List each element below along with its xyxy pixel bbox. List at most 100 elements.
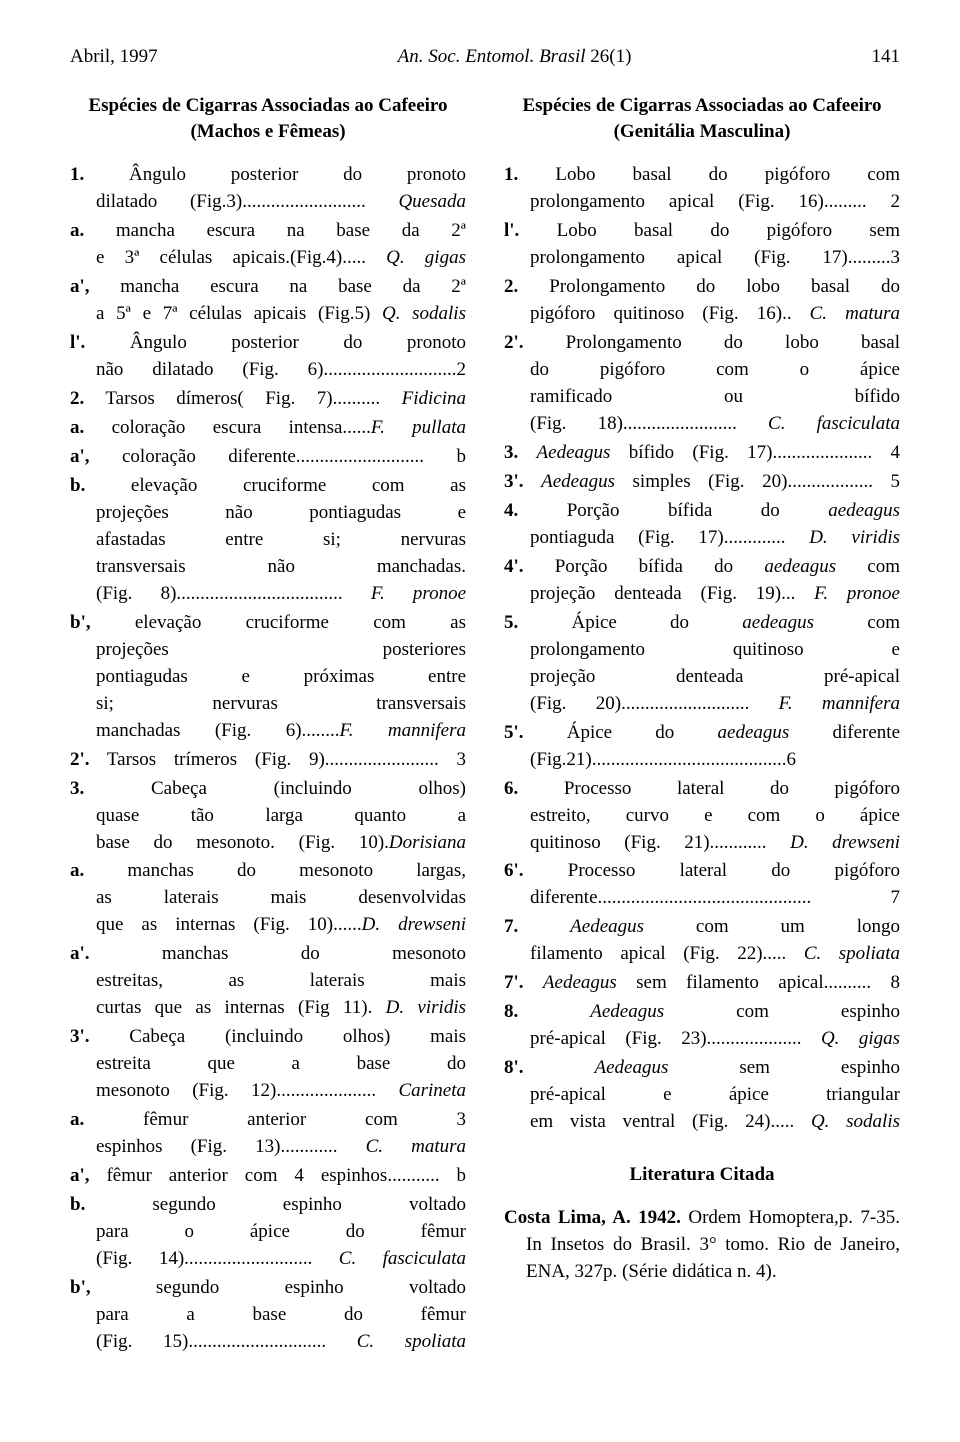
left-section-title: Espécies de Cigarras Associadas ao Cafee… <box>70 93 466 144</box>
key-entry: b. elevação cruciforme com asprojeções n… <box>70 473 466 608</box>
key-line: dilatado (Fig.3)........................… <box>70 189 466 216</box>
key-entry: 7. Aedeagus com um longofilamento apical… <box>504 914 900 968</box>
key-entry: a. manchas do mesonoto largas,as laterai… <box>70 858 466 939</box>
key-entry: 5'. Ápice do aedeagus diferente (Fig.21)… <box>504 720 900 774</box>
key-line: prolongamento quitinoso e <box>504 637 900 664</box>
key-line: afastadas entre si; nervuras <box>70 527 466 554</box>
key-entry: a. fêmur anterior com 3espinhos (Fig. 13… <box>70 1107 466 1161</box>
key-line: prolongamento apical (Fig. 17).........3 <box>504 245 900 272</box>
key-line: si; nervuras transversais <box>70 691 466 718</box>
journal-issue: 26(1) <box>586 46 632 67</box>
key-line: a 5ª e 7ª células apicais (Fig.5) Q. sod… <box>70 301 466 328</box>
key-line: b. elevação cruciforme com as <box>70 473 466 500</box>
key-line: 1. Lobo basal do pigóforo com <box>504 162 900 189</box>
key-line: b. segundo espinho voltado <box>70 1192 466 1219</box>
right-column: Espécies de Cigarras Associadas ao Cafee… <box>504 93 900 1358</box>
header-journal: An. Soc. Entomol. Brasil 26(1) <box>398 44 632 71</box>
key-entry: a. mancha escura na base da 2ªe 3ª célul… <box>70 218 466 272</box>
title-line: (Machos e Fêmeas) <box>190 121 345 142</box>
key-line: 7. Aedeagus com um longo <box>504 914 900 941</box>
key-line: a. mancha escura na base da 2ª <box>70 218 466 245</box>
key-line: a. manchas do mesonoto largas, <box>70 858 466 885</box>
key-entry: a', fêmur anterior com 4 espinhos.......… <box>70 1163 466 1190</box>
key-entry: b. segundo espinho voltadopara o ápice d… <box>70 1192 466 1273</box>
key-entry: 2. Prolongamento do lobo basal dopigófor… <box>504 274 900 328</box>
key-line: transversais não manchadas. <box>70 554 466 581</box>
key-line: (Fig. 18)........................ C. fas… <box>504 411 900 438</box>
key-line: em vista ventral (Fig. 24)..... Q. sodal… <box>504 1109 900 1136</box>
key-entry: 1. Lobo basal do pigóforo comprolongamen… <box>504 162 900 216</box>
journal-name: An. Soc. Entomol. Brasil <box>398 46 586 67</box>
key-line: base do mesonoto. (Fig. 10).Dorisiana <box>70 830 466 857</box>
key-line: 2. Prolongamento do lobo basal do <box>504 274 900 301</box>
key-entry: 2'. Tarsos trímeros (Fig. 9)............… <box>70 747 466 774</box>
key-entry: a'. manchas do mesonotoestreitas, as lat… <box>70 941 466 1022</box>
key-line: para a base do fêmur <box>70 1302 466 1329</box>
key-line: 3. Cabeça (incluindo olhos) <box>70 776 466 803</box>
reference-author: Costa Lima, A. 1942. <box>504 1207 681 1228</box>
key-line: mesonoto (Fig. 12)..................... … <box>70 1078 466 1105</box>
key-line: quase tão larga quanto a <box>70 803 466 830</box>
header-page-number: 141 <box>872 44 901 71</box>
key-entry: a', mancha escura na base da 2ªa 5ª e 7ª… <box>70 274 466 328</box>
right-key-list: 1. Lobo basal do pigóforo com prolongamen… <box>504 162 900 1136</box>
key-line: estreito, curvo e com o ápice <box>504 803 900 830</box>
key-entry: 2'. Prolongamento do lobo basaldo pigófo… <box>504 330 900 438</box>
left-column: Espécies de Cigarras Associadas ao Cafee… <box>70 93 466 1358</box>
key-line: 3'. Cabeça (incluindo olhos) mais <box>70 1024 466 1051</box>
key-line: 2'. Tarsos trímeros (Fig. 9)............… <box>70 747 466 774</box>
key-entry: l'. Lobo basal do pigóforo semprolongame… <box>504 218 900 272</box>
key-line: a. fêmur anterior com 3 <box>70 1107 466 1134</box>
key-entry: 7'. Aedeagus sem filamento apical.......… <box>504 970 900 997</box>
key-line: (Fig. 15)............................. C… <box>70 1329 466 1356</box>
key-line: projeções não pontiagudas e <box>70 500 466 527</box>
left-key-list: 1. Ângulo posterior do pronotodilatado (… <box>70 162 466 1356</box>
key-line: 8. Aedeagus com espinho <box>504 999 900 1026</box>
key-entry: 1. Ângulo posterior do pronotodilatado (… <box>70 162 466 216</box>
key-line: b', elevação cruciforme com as <box>70 610 466 637</box>
key-line: filamento apical (Fig. 22)..... C. spoli… <box>504 941 900 968</box>
key-line: projeção denteada (Fig. 19)... F. pronoe <box>504 581 900 608</box>
key-line: pontiaguda (Fig. 17)............. D. vir… <box>504 525 900 552</box>
key-entry: 3'. Cabeça (incluindo olhos) maisestreit… <box>70 1024 466 1105</box>
key-line: 6. Processo lateral do pigóforo <box>504 776 900 803</box>
key-line: pré-apical (Fig. 23)....................… <box>504 1026 900 1053</box>
key-line: 2. Tarsos dímeros( Fig. 7).......... Fid… <box>70 386 466 413</box>
key-entry: 4'. Porção bífida do aedeagus comprojeçã… <box>504 554 900 608</box>
key-entry: 4. Porção bífida do aedeaguspontiaguda (… <box>504 498 900 552</box>
key-line: espinhos (Fig. 13)............ C. matura <box>70 1134 466 1161</box>
key-entry: 8. Aedeagus com espinhopré-apical (Fig. … <box>504 999 900 1053</box>
key-line: l'. Ângulo posterior do pronoto <box>70 330 466 357</box>
key-line: 8'. Aedeagus sem espinho <box>504 1055 900 1082</box>
key-line: 3'. Aedeagus simples (Fig. 20)..........… <box>504 469 900 496</box>
key-line: 3. Aedeagus bífido (Fig. 17)............… <box>504 440 900 467</box>
key-line: a', mancha escura na base da 2ª <box>70 274 466 301</box>
key-line: diferente...............................… <box>504 885 900 912</box>
key-line: manchadas (Fig. 6)........F. mannifera <box>70 718 466 745</box>
key-line: não dilatado (Fig. 6)...................… <box>70 357 466 384</box>
key-line: a', fêmur anterior com 4 espinhos.......… <box>70 1163 466 1190</box>
key-entry: 3'. Aedeagus simples (Fig. 20)..........… <box>504 469 900 496</box>
key-line: projeção denteada pré-apical <box>504 664 900 691</box>
key-entry: b', elevação cruciforme com asprojeções … <box>70 610 466 745</box>
literature-title: Literatura Citada <box>504 1162 900 1189</box>
key-line: 1. Ângulo posterior do pronoto <box>70 162 466 189</box>
key-entry: 6. Processo lateral do pigóforoestreito,… <box>504 776 900 857</box>
key-line: a', coloração diferente.................… <box>70 444 466 471</box>
key-line: pigóforo quitinoso (Fig. 16).. C. matura <box>504 301 900 328</box>
key-line: pré-apical e ápice triangular <box>504 1082 900 1109</box>
key-line: 2'. Prolongamento do lobo basal <box>504 330 900 357</box>
key-entry: 8'. Aedeagus sem espinhopré-apical e ápi… <box>504 1055 900 1136</box>
key-line: 6'. Processo lateral do pigóforo <box>504 858 900 885</box>
right-section-title: Espécies de Cigarras Associadas ao Cafee… <box>504 93 900 144</box>
key-line: 5. Ápice do aedeagus com <box>504 610 900 637</box>
key-line: 4'. Porção bífida do aedeagus com <box>504 554 900 581</box>
two-column-layout: Espécies de Cigarras Associadas ao Cafee… <box>70 93 900 1358</box>
key-line: (Fig. 8)................................… <box>70 581 466 608</box>
key-entry: 6'. Processo lateral do pigóforodiferent… <box>504 858 900 912</box>
header-date: Abril, 1997 <box>70 44 158 71</box>
title-line: Espécies de Cigarras Associadas ao Cafee… <box>88 95 447 116</box>
key-entry: 3. Aedeagus bífido (Fig. 17)............… <box>504 440 900 467</box>
key-entry: b', segundo espinho voltadopara a base d… <box>70 1275 466 1356</box>
key-line: curtas que as internas (Fig 11). D. viri… <box>70 995 466 1022</box>
